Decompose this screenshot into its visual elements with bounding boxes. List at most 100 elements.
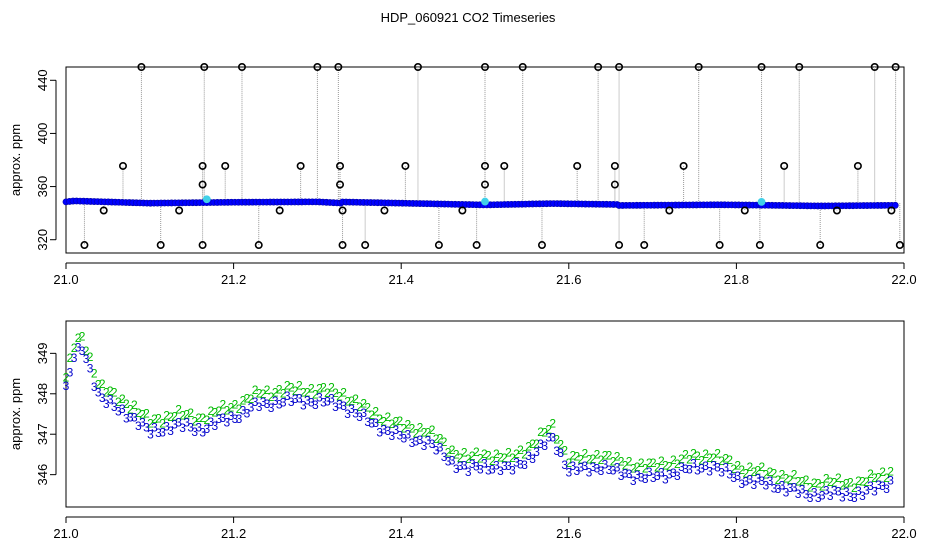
series-2-glyph: 2: [228, 401, 235, 415]
series-2-glyph: 2: [304, 385, 311, 399]
p1-x-tick-label: 22.0: [891, 272, 916, 287]
series-2-glyph: 2: [590, 452, 597, 466]
raw-co2-panel: approx. ppm 21.0 21.2 21.4 21.6 21.8 22.0 320…: [8, 62, 917, 287]
series-2-glyph: 2: [248, 392, 255, 406]
series-2-glyph: 2: [220, 398, 227, 412]
series-2-glyph: 2: [244, 392, 251, 406]
series-2-glyph: 2: [425, 425, 432, 439]
series-3-glyph: 3: [268, 401, 275, 415]
series-2-glyph: 2: [123, 397, 130, 411]
series-3-glyph: 3: [316, 391, 323, 405]
series-3-glyph: 3: [312, 398, 319, 412]
series-3-glyph: 3: [666, 467, 673, 481]
series-3-glyph: 3: [819, 488, 826, 502]
series-3-glyph: 3: [71, 351, 78, 365]
series-2-glyph: 2: [240, 393, 247, 407]
p2-x-tick-label: 21.8: [724, 526, 749, 540]
series-2-glyph: 2: [759, 460, 766, 474]
series-3-glyph: 3: [799, 482, 806, 496]
series-2-glyph: 2: [195, 411, 202, 425]
series-2-glyph: 2: [199, 411, 206, 425]
series-2-glyph: 2: [730, 462, 737, 476]
series-3-glyph: 3: [401, 431, 408, 445]
series-3-glyph: 3: [662, 472, 669, 486]
series-3-glyph: 3: [710, 459, 717, 473]
panel-1-x-axis: 21.0 21.2 21.4 21.6 21.8 22.0: [53, 262, 917, 287]
series-2-glyph: 2: [159, 416, 166, 430]
series-2-glyph: 2: [320, 381, 327, 395]
series-2-glyph: 2: [115, 395, 122, 409]
series-2-glyph: 2: [312, 387, 319, 401]
series-2-glyph: 2: [356, 400, 363, 414]
p1-x-tick-label: 21.6: [556, 272, 581, 287]
series-3-glyph: 3: [718, 465, 725, 479]
spike-mid-point: [118, 161, 127, 170]
spike-mid-point: [610, 161, 619, 170]
series-2-glyph: 2: [135, 406, 142, 420]
series-3-glyph: 3: [642, 472, 649, 486]
series-2-glyph: 2: [835, 471, 842, 485]
series-3-glyph: 3: [171, 417, 178, 431]
series-3-glyph: 3: [308, 396, 315, 410]
series-3-glyph: 3: [292, 392, 299, 406]
panel-1-frame: [65, 66, 905, 254]
series-2-glyph: 2: [859, 474, 866, 488]
series-2-glyph: 2: [529, 437, 536, 451]
series-2-glyph: 2: [95, 378, 102, 392]
series-2-glyph: 2: [549, 417, 556, 431]
spike-minor-point: [458, 206, 467, 215]
series-2-glyph: 2: [827, 475, 834, 489]
series-2-glyph: 2: [91, 367, 98, 381]
spike-low-point: [156, 241, 165, 250]
series-2-glyph: 2: [614, 450, 621, 464]
series-3-glyph: 3: [67, 366, 74, 380]
spike-low-point: [537, 241, 546, 250]
series-2-glyph: 2: [686, 453, 693, 467]
series-3-glyph: 3: [224, 416, 231, 430]
series-2-glyph: 2: [783, 471, 790, 485]
series-2-glyph: 2: [107, 384, 114, 398]
series-3-glyph: 3: [203, 422, 210, 436]
series-2-glyph: 2: [187, 406, 194, 420]
series-3-glyph: 3: [248, 400, 255, 414]
series-3-glyph: 3: [549, 430, 556, 444]
series-2-glyph: 2: [819, 480, 826, 494]
series-3-glyph: 3: [582, 459, 589, 473]
series-2-glyph: 2: [256, 387, 263, 401]
series-3-glyph: 3: [622, 466, 629, 480]
series-3-glyph: 3: [489, 463, 496, 477]
series-2-glyph: 2: [710, 451, 717, 465]
series-2-glyph: 2: [569, 448, 576, 462]
p1-y-tick-label: 440: [35, 69, 50, 91]
p1-y-tick-label: 400: [35, 123, 50, 145]
series-2-glyph: 2: [465, 452, 472, 466]
series-2-glyph: 2: [388, 417, 395, 431]
series-2-glyph: 2: [457, 451, 464, 465]
series-3-glyph: 3: [175, 416, 182, 430]
spike-high-point: [694, 62, 703, 71]
series-3-glyph: 3: [360, 406, 367, 420]
series-2-glyph: 2: [823, 472, 830, 486]
series-2-glyph: 2: [787, 473, 794, 487]
series-2-glyph: 2: [666, 459, 673, 473]
series-2-glyph: 2: [726, 453, 733, 467]
series-3-glyph: 3: [147, 427, 154, 441]
series-3-glyph: 3: [509, 463, 516, 477]
series-3-glyph: 3: [594, 462, 601, 476]
series-2-glyph: 2: [421, 426, 428, 440]
spike-low-point: [640, 241, 649, 250]
series-2-glyph: 2: [155, 411, 162, 425]
series-3-glyph: 3: [103, 397, 110, 411]
series-3-glyph: 3: [260, 395, 267, 409]
series-3-glyph: 3: [682, 462, 689, 476]
flagged-point: [481, 197, 489, 206]
series-2-glyph: 2: [216, 404, 223, 418]
series-2-glyph: 2: [163, 409, 170, 423]
series-3-glyph: 3: [199, 426, 206, 440]
series-3-glyph: 3: [598, 464, 605, 478]
spike-high-point: [480, 62, 489, 71]
series-2-glyph: 2: [336, 390, 343, 404]
series-2-glyph: 2: [260, 387, 267, 401]
series-2-glyph: 2: [409, 421, 416, 435]
